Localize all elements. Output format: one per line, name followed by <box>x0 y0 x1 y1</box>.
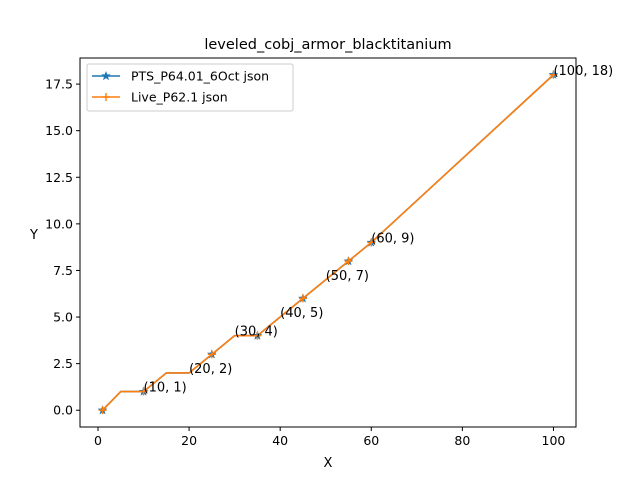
y-axis: 0.0 2.5 5.0 7.5 10.0 12.5 15.0 17.5 <box>45 77 80 418</box>
x-tick-label: 0 <box>94 433 102 448</box>
point-annotation: (100, 18) <box>553 64 613 79</box>
x-tick-label: 100 <box>542 433 566 448</box>
x-tick-label: 60 <box>363 433 379 448</box>
x-axis-label: X <box>324 456 333 471</box>
legend-label-1: PTS_P64.01_6Oct json <box>131 69 269 84</box>
x-tick-label: 20 <box>181 433 197 448</box>
y-tick-label: 10.0 <box>45 216 73 231</box>
series-2-point <box>98 406 107 415</box>
series-2-point <box>298 294 307 303</box>
point-annotation: (30, 4) <box>235 325 278 340</box>
y-axis-label: Y <box>29 228 38 243</box>
series-2-point <box>253 331 262 340</box>
legend-marker-1 <box>101 70 111 81</box>
y-tick-label: 7.5 <box>53 263 73 278</box>
point-annotation: (50, 7) <box>326 269 369 284</box>
y-tick-label: 2.5 <box>53 356 73 371</box>
y-tick-label: 17.5 <box>45 77 73 92</box>
axes-frame <box>79 57 577 428</box>
y-tick-label: 12.5 <box>45 170 73 185</box>
point-annotation: (60, 9) <box>371 232 414 247</box>
series-line-2 <box>101 74 554 411</box>
series-2-point <box>207 350 216 359</box>
series-2-point <box>367 238 376 247</box>
series-2-point <box>139 387 148 396</box>
y-tick-label: 15.0 <box>45 123 73 138</box>
legend-marker-2 <box>102 93 110 101</box>
x-axis: 0 20 40 60 80 100 <box>94 427 565 448</box>
legend: PTS_P64.01_6Oct json Live_P62.1 json <box>86 63 294 112</box>
series-layer <box>97 69 559 415</box>
series-2-point <box>549 70 558 79</box>
legend-frame <box>86 63 294 112</box>
y-tick-label: 0.0 <box>53 403 73 418</box>
point-annotation: (10, 1) <box>144 381 187 396</box>
point-annotation: (20, 2) <box>189 362 232 377</box>
series-2-point <box>344 257 353 266</box>
x-tick-label: 40 <box>272 433 288 448</box>
point-annotation: (40, 5) <box>280 306 323 321</box>
chart-title: leveled_cobj_armor_blacktitanium <box>204 37 451 53</box>
x-tick-label: 80 <box>454 433 470 448</box>
annotation-layer: (10, 1)(20, 2) (30, 4)(40, 5) (50, 7) (60, … <box>144 64 614 396</box>
legend-label-2: Live_P62.1 json <box>131 90 228 105</box>
y-tick-label: 5.0 <box>53 310 73 325</box>
